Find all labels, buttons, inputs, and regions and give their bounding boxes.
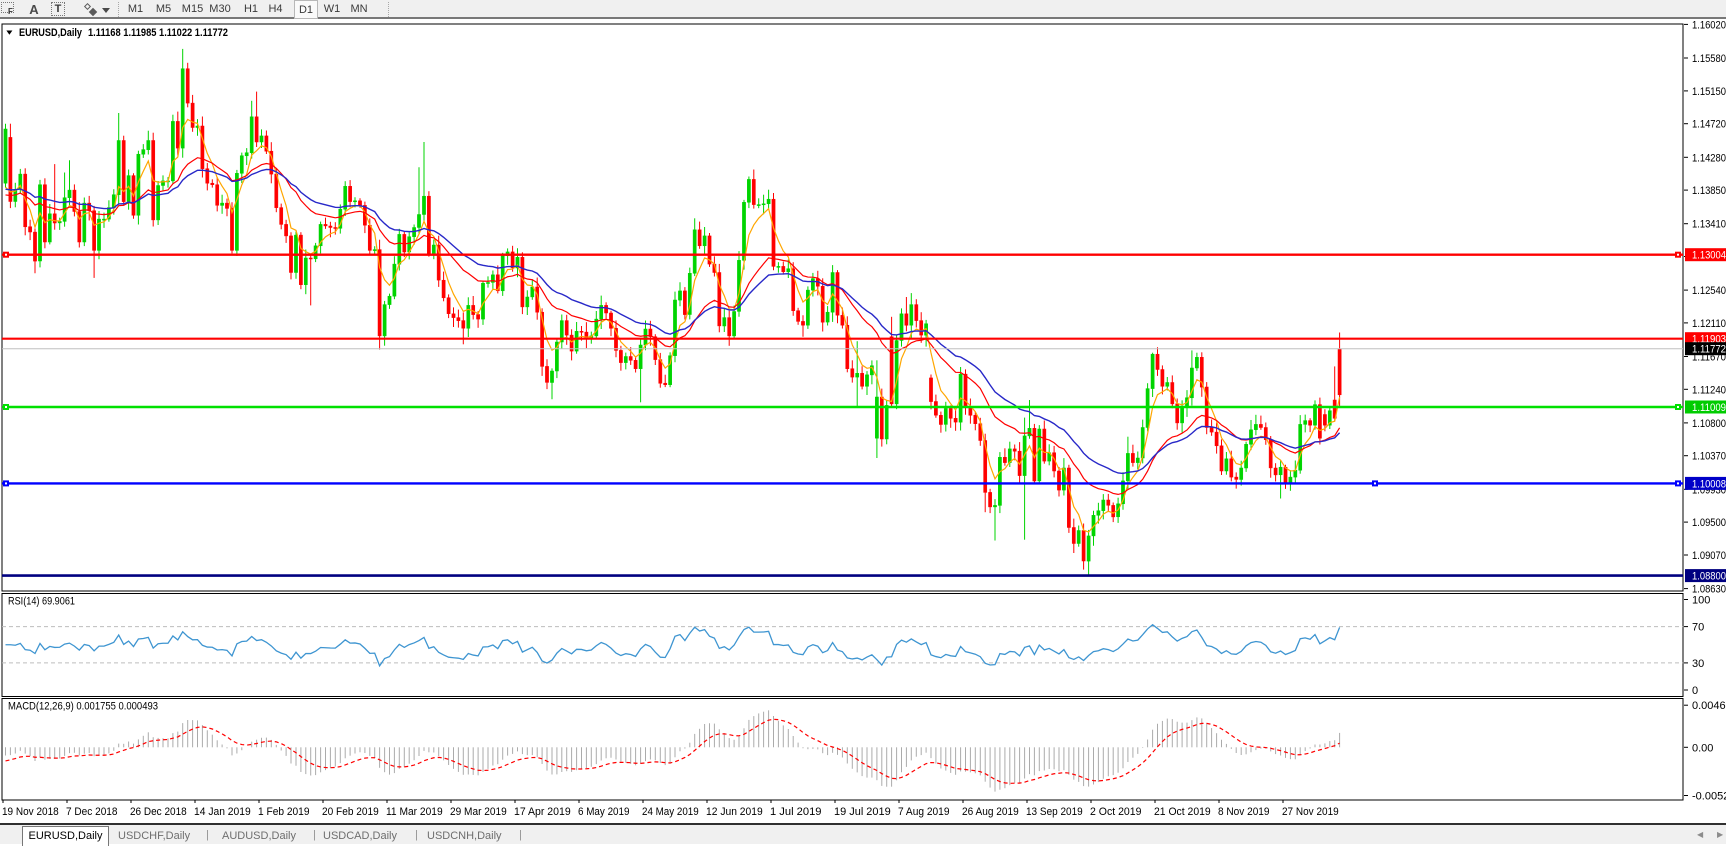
- svg-text:-0.005299: -0.005299: [1692, 791, 1726, 803]
- svg-text:13 Sep 2019: 13 Sep 2019: [1026, 806, 1083, 818]
- svg-text:RSI(14) 69.9061: RSI(14) 69.9061: [8, 596, 75, 608]
- svg-text:1.14720: 1.14720: [1692, 119, 1726, 131]
- svg-text:1 Feb 2019: 1 Feb 2019: [258, 806, 310, 818]
- svg-text:26 Dec 2018: 26 Dec 2018: [130, 806, 187, 818]
- svg-text:1.10370: 1.10370: [1692, 451, 1726, 463]
- svg-text:17 Apr 2019: 17 Apr 2019: [514, 806, 571, 818]
- svg-text:21 Oct 2019: 21 Oct 2019: [1154, 806, 1211, 818]
- svg-text:1 Jul 2019: 1 Jul 2019: [770, 806, 822, 818]
- svg-text:8 Nov 2019: 8 Nov 2019: [1218, 806, 1270, 818]
- svg-text:1.12540: 1.12540: [1692, 285, 1726, 297]
- svg-text:1.14280: 1.14280: [1692, 152, 1726, 164]
- svg-text:0.00463: 0.00463: [1692, 700, 1726, 712]
- svg-text:1.11240: 1.11240: [1692, 384, 1726, 396]
- svg-text:1.15150: 1.15150: [1692, 86, 1726, 98]
- svg-text:100: 100: [1692, 595, 1710, 607]
- svg-text:0.00: 0.00: [1692, 742, 1713, 754]
- svg-text:30: 30: [1692, 658, 1704, 670]
- svg-text:1.10800: 1.10800: [1692, 418, 1726, 430]
- svg-text:1.09500: 1.09500: [1692, 517, 1726, 529]
- svg-text:1.12110: 1.12110: [1692, 318, 1726, 330]
- svg-text:7 Aug 2019: 7 Aug 2019: [898, 806, 950, 818]
- svg-text:1.13850: 1.13850: [1692, 185, 1726, 197]
- svg-text:1.13004: 1.13004: [1692, 250, 1726, 262]
- svg-text:1.15580: 1.15580: [1692, 53, 1726, 65]
- svg-text:12 Jun 2019: 12 Jun 2019: [706, 806, 763, 818]
- svg-text:19 Jul 2019: 19 Jul 2019: [834, 806, 891, 818]
- svg-text:1.11168 1.11985 1.11022 1.1177: 1.11168 1.11985 1.11022 1.11772: [88, 27, 228, 39]
- svg-text:6 May 2019: 6 May 2019: [578, 806, 630, 818]
- svg-text:EURUSD,Daily: EURUSD,Daily: [19, 27, 83, 39]
- svg-text:29 Mar 2019: 29 Mar 2019: [450, 806, 507, 818]
- svg-text:1.09070: 1.09070: [1692, 550, 1726, 562]
- svg-text:14 Jan 2019: 14 Jan 2019: [194, 806, 251, 818]
- svg-text:0: 0: [1692, 685, 1698, 697]
- svg-text:1.13410: 1.13410: [1692, 219, 1726, 231]
- svg-text:19 Nov 2018: 19 Nov 2018: [2, 806, 59, 818]
- svg-text:MACD(12,26,9) 0.001755 0.00049: MACD(12,26,9) 0.001755 0.000493: [8, 701, 158, 713]
- svg-text:24 May 2019: 24 May 2019: [642, 806, 699, 818]
- svg-text:1.11009: 1.11009: [1692, 402, 1726, 414]
- svg-text:26 Aug 2019: 26 Aug 2019: [962, 806, 1019, 818]
- svg-text:1.16020: 1.16020: [1692, 19, 1726, 31]
- svg-text:20 Feb 2019: 20 Feb 2019: [322, 806, 379, 818]
- svg-text:1.10008: 1.10008: [1692, 478, 1726, 490]
- svg-text:70: 70: [1692, 622, 1704, 634]
- svg-text:27 Nov 2019: 27 Nov 2019: [1282, 806, 1339, 818]
- svg-text:7 Dec 2018: 7 Dec 2018: [66, 806, 118, 818]
- svg-text:2 Oct 2019: 2 Oct 2019: [1090, 806, 1142, 818]
- svg-text:11 Mar 2019: 11 Mar 2019: [386, 806, 443, 818]
- svg-text:1.11772: 1.11772: [1692, 344, 1726, 356]
- svg-text:1.08630: 1.08630: [1692, 584, 1726, 596]
- svg-text:1.08800: 1.08800: [1692, 571, 1726, 583]
